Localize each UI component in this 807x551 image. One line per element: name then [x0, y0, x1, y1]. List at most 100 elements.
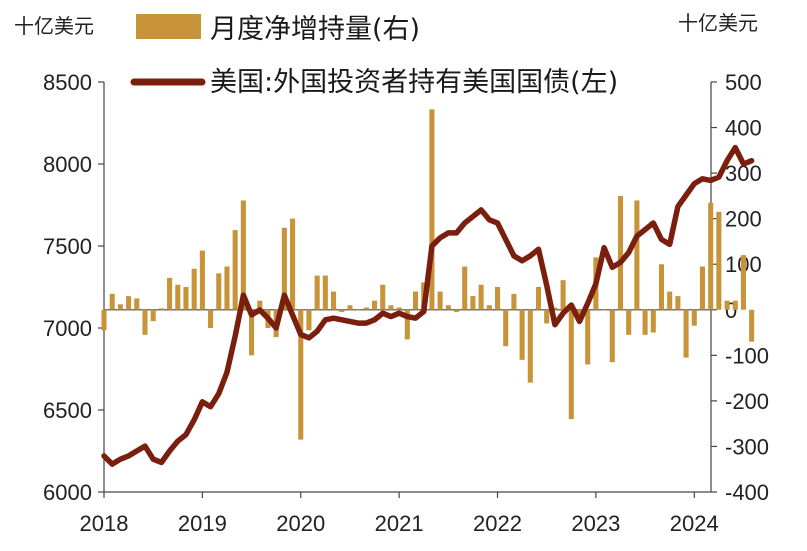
right-axis-unit-label: 十亿美元	[678, 11, 758, 35]
bar-mark	[134, 298, 140, 310]
bar-mark	[740, 255, 746, 310]
bar-mark	[568, 309, 574, 420]
bar-mark	[191, 268, 197, 310]
bar-mark	[617, 195, 624, 310]
x-axis-ticks: 2018 2019 2020 2021 2022 2023 2024	[80, 492, 719, 536]
bar-mark	[396, 307, 402, 310]
bar-mark	[142, 309, 148, 335]
bar-mark	[478, 284, 484, 310]
bar-mark	[691, 309, 697, 326]
bar-mark	[462, 266, 468, 310]
bar-mark	[527, 309, 533, 383]
bar-mark	[667, 291, 673, 310]
bar-mark	[216, 273, 222, 310]
bar-mark	[281, 227, 287, 310]
bar-mark	[519, 309, 525, 360]
bar-mark	[109, 293, 115, 310]
bar-mark	[412, 291, 419, 310]
left-tick-label: 7000	[43, 316, 92, 341]
bar-mark	[240, 200, 246, 310]
bar-mark	[249, 309, 255, 356]
bar-mark	[658, 264, 665, 310]
bar-mark	[494, 287, 501, 310]
legend-line-label: 美国:外国投资者持有美国国债(左)	[210, 67, 618, 98]
bar-mark	[634, 200, 640, 310]
bar-mark	[708, 202, 714, 310]
x-tick-label: 2024	[670, 511, 719, 536]
bar-mark	[544, 309, 550, 324]
bar-mark	[117, 304, 123, 310]
bar-mark	[650, 309, 656, 333]
bar-mark	[372, 300, 378, 310]
bar-mark	[224, 266, 230, 310]
bar-mark	[175, 284, 181, 310]
bar-mark	[437, 291, 443, 310]
bar-mark	[535, 287, 542, 310]
bar-mark	[322, 275, 328, 310]
series-line	[101, 144, 755, 467]
bar-mark	[290, 218, 296, 310]
bar-mark	[576, 309, 583, 315]
bar-mark	[331, 291, 337, 310]
left-tick-label: 7500	[43, 234, 92, 259]
bar-mark	[232, 230, 238, 310]
bar-mark	[585, 309, 591, 365]
bar-mark	[306, 309, 312, 331]
bar-mark	[453, 309, 460, 313]
bar-mark	[167, 277, 173, 310]
bar-mark	[699, 266, 706, 310]
bar-mark	[298, 309, 304, 440]
bar-mark	[724, 300, 730, 310]
bar-mark	[445, 305, 451, 310]
right-tick-label: -400	[725, 480, 769, 505]
bar-mark	[675, 296, 681, 310]
bar-mark	[158, 308, 164, 310]
bar-mark	[486, 305, 492, 310]
bar-mark	[716, 211, 722, 310]
x-tick-label: 2020	[276, 511, 325, 536]
left-axis-unit-label: 十亿美元	[14, 14, 94, 38]
bar-mark	[642, 309, 648, 335]
line-series-group	[101, 144, 755, 467]
x-tick-label: 2019	[178, 511, 227, 536]
x-tick-label: 2021	[375, 511, 424, 536]
bar-mark	[503, 309, 509, 347]
right-tick-label: -300	[725, 434, 769, 459]
bar-mark	[749, 309, 755, 342]
bar-mark	[388, 305, 394, 310]
bar-mark	[183, 287, 189, 310]
legend-bar-swatch	[136, 14, 201, 39]
bar-mark	[126, 296, 132, 310]
bar-mark	[380, 284, 386, 310]
bar-mark	[404, 309, 410, 340]
right-tick-label: 400	[725, 116, 762, 141]
bar-mark	[101, 309, 107, 331]
bar-mark	[314, 275, 320, 310]
bar-mark	[363, 307, 369, 310]
bar-mark	[355, 309, 361, 311]
right-tick-label: 500	[725, 70, 762, 95]
right-tick-label: 200	[725, 207, 762, 232]
x-tick-label: 2022	[473, 511, 522, 536]
bar-mark	[208, 309, 214, 328]
bar-mark	[560, 280, 566, 310]
bar-mark	[511, 293, 517, 310]
bar-mark	[609, 309, 615, 363]
left-tick-label: 6000	[43, 480, 92, 505]
x-tick-label: 2018	[80, 511, 129, 536]
bar-mark	[339, 309, 345, 313]
bar-mark	[199, 250, 205, 310]
bar-mark	[626, 309, 632, 335]
bar-mark	[470, 296, 476, 310]
bar-mark	[552, 307, 558, 310]
left-tick-label: 8000	[43, 152, 92, 177]
legend-bar-label: 月度净增持量(右)	[210, 14, 420, 45]
left-tick-label: 6500	[43, 398, 92, 423]
bar-mark	[429, 109, 435, 310]
bar-mark	[601, 309, 607, 311]
right-tick-label: -100	[725, 343, 769, 368]
bar-mark	[257, 300, 263, 310]
bar-mark	[150, 309, 156, 322]
